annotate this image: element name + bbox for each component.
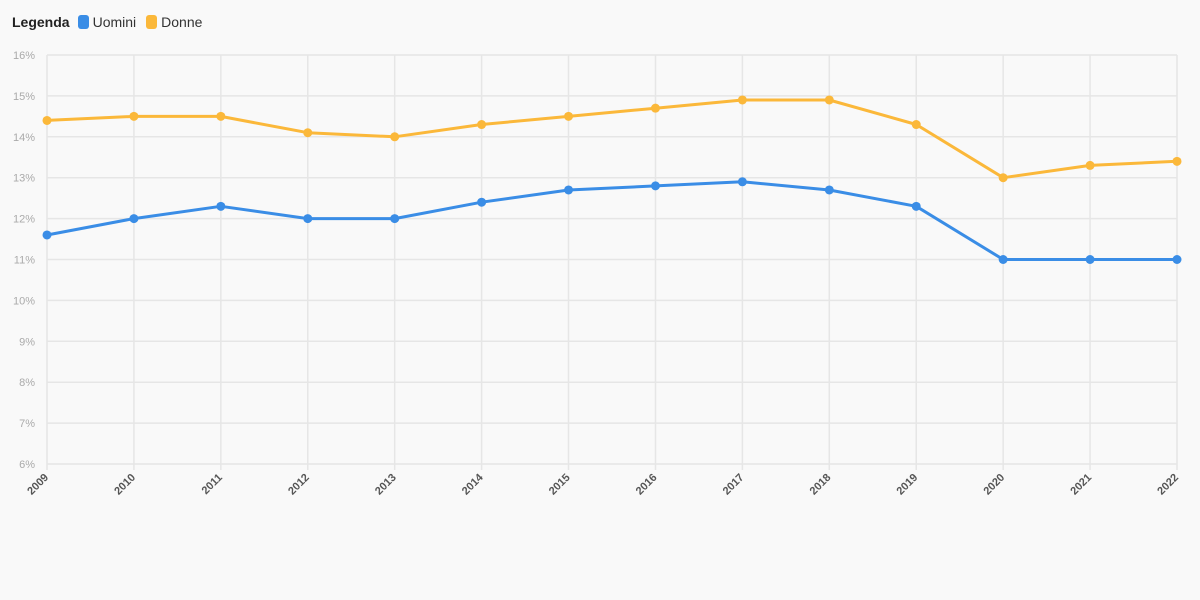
data-point-donne [650, 103, 660, 113]
x-tick-label: 2011 [200, 472, 225, 497]
data-point-donne [129, 111, 139, 121]
x-tick-label: 2017 [721, 472, 747, 498]
data-point-uomini [390, 214, 400, 224]
x-tick-label: 2009 [25, 472, 51, 498]
y-tick-label: 15% [13, 91, 35, 103]
y-tick-label: 8% [19, 377, 35, 389]
x-tick-label: 2016 [634, 472, 660, 498]
y-tick-label: 13% [13, 173, 35, 185]
data-point-donne [564, 111, 574, 121]
y-tick-label: 9% [19, 336, 35, 348]
y-tick-label: 7% [19, 418, 35, 430]
legend-label-donne: Donne [161, 14, 203, 30]
data-point-donne [1085, 160, 1095, 170]
data-point-uomini [1085, 255, 1095, 264]
x-tick-label: 2019 [895, 472, 921, 498]
data-point-donne [911, 120, 921, 130]
data-point-donne [216, 111, 226, 121]
legend-swatch-uomini [77, 15, 89, 29]
data-point-uomini [1172, 255, 1182, 264]
data-point-uomini [477, 197, 487, 207]
x-tick-label: 2012 [286, 472, 312, 498]
y-tick-label: 16% [13, 50, 35, 62]
legend-item-donne[interactable]: Donne [146, 14, 202, 30]
data-point-uomini [129, 214, 139, 224]
x-tick-label: 2013 [373, 472, 399, 498]
y-tick-label: 11% [14, 255, 35, 267]
legend-label-uomini: Uomini [92, 14, 137, 30]
data-point-donne [737, 95, 747, 105]
data-point-uomini [650, 181, 660, 191]
data-point-uomini [998, 255, 1008, 264]
data-point-uomini [303, 214, 313, 224]
data-point-donne [824, 95, 834, 105]
x-tick-label: 2014 [460, 471, 486, 497]
legend-title: Legenda [12, 14, 70, 30]
data-point-uomini [737, 177, 747, 187]
data-point-donne [1172, 156, 1182, 166]
data-point-donne [998, 173, 1008, 183]
legend: Legenda Uomini Donne [12, 12, 206, 32]
x-tick-label: 2020 [981, 472, 1007, 498]
data-point-uomini [564, 185, 574, 195]
data-point-uomini [216, 201, 226, 211]
x-tick-label: 2022 [1155, 472, 1181, 498]
y-tick-label: 10% [13, 295, 35, 307]
series-line-donne [45, 98, 1179, 180]
y-tick-label: 6% [19, 459, 35, 471]
data-point-donne [477, 120, 487, 130]
legend-item-uomini[interactable]: Uomini [77, 14, 137, 30]
data-point-uomini [42, 230, 52, 240]
x-tick-label: 2021 [1068, 472, 1094, 498]
x-tick-label: 2010 [112, 472, 138, 498]
data-point-donne [390, 132, 400, 142]
x-tick-label: 2015 [547, 472, 573, 498]
y-tick-label: 12% [13, 214, 35, 226]
series-line-uomini [45, 180, 1179, 261]
data-point-uomini [911, 201, 921, 211]
data-point-donne [42, 115, 52, 125]
x-tick-label: 2018 [808, 472, 834, 498]
y-tick-label: 14% [13, 132, 35, 144]
data-point-uomini [824, 185, 834, 195]
legend-swatch-donne [146, 15, 158, 29]
data-point-donne [303, 128, 313, 138]
